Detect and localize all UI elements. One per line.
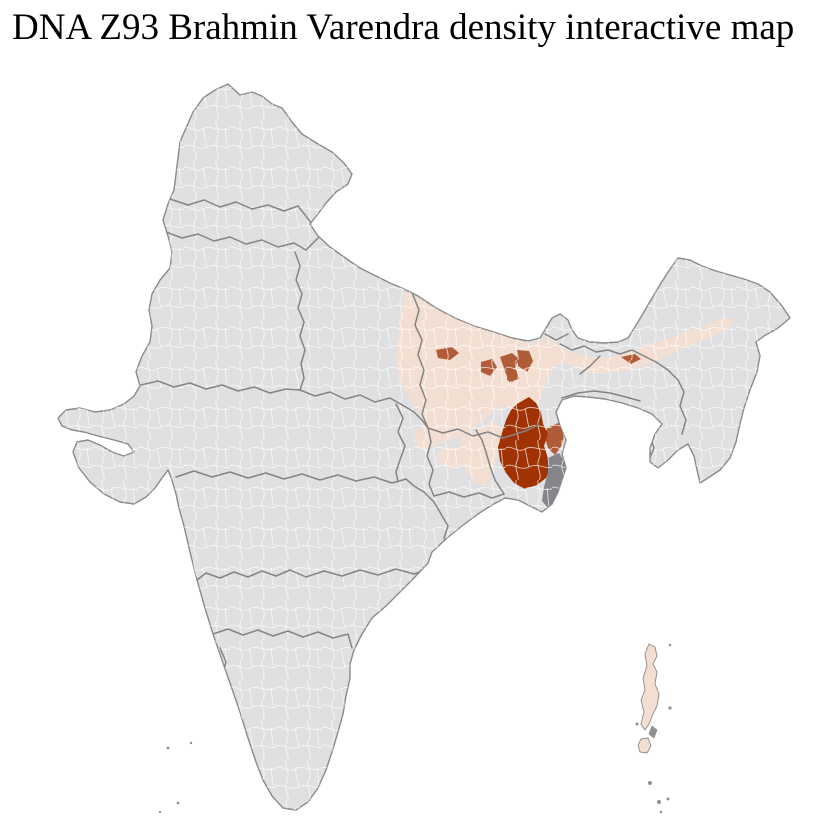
state-border xyxy=(395,403,406,483)
state-border xyxy=(212,628,353,649)
island-dot xyxy=(668,706,672,710)
andaman-island-small[interactable] xyxy=(637,737,652,754)
state-border xyxy=(175,470,425,493)
state-border xyxy=(475,429,505,495)
state-border xyxy=(427,424,539,439)
island-dot xyxy=(668,643,672,647)
island-dot xyxy=(166,746,170,750)
state-border xyxy=(412,294,429,429)
district-borders-layer xyxy=(58,84,790,810)
state-border xyxy=(561,390,641,402)
state-border xyxy=(165,231,319,251)
island-dot xyxy=(635,722,639,726)
island-dot xyxy=(648,781,652,785)
state-border xyxy=(140,380,301,394)
state-border xyxy=(544,333,569,341)
island-dot xyxy=(176,801,180,805)
state-border xyxy=(299,389,429,429)
lakshadweep-islands xyxy=(158,741,193,814)
island-dot xyxy=(657,800,661,804)
state-border xyxy=(426,427,435,497)
page-title: DNA Z93 Brahmin Varendra density interac… xyxy=(12,7,795,48)
island-dot xyxy=(666,797,670,801)
andaman-island-grey-tip[interactable] xyxy=(648,725,658,739)
state-border xyxy=(579,355,601,375)
island-dot xyxy=(659,810,663,814)
state-border xyxy=(294,251,306,391)
state-border xyxy=(559,343,687,435)
andaman-island-chain[interactable] xyxy=(640,643,660,731)
island-dot xyxy=(158,810,162,814)
andaman-nicobar-islands[interactable] xyxy=(635,643,672,814)
state-border xyxy=(433,491,505,499)
state-border xyxy=(196,567,451,581)
state-border xyxy=(169,198,313,225)
island-dot xyxy=(189,741,193,745)
